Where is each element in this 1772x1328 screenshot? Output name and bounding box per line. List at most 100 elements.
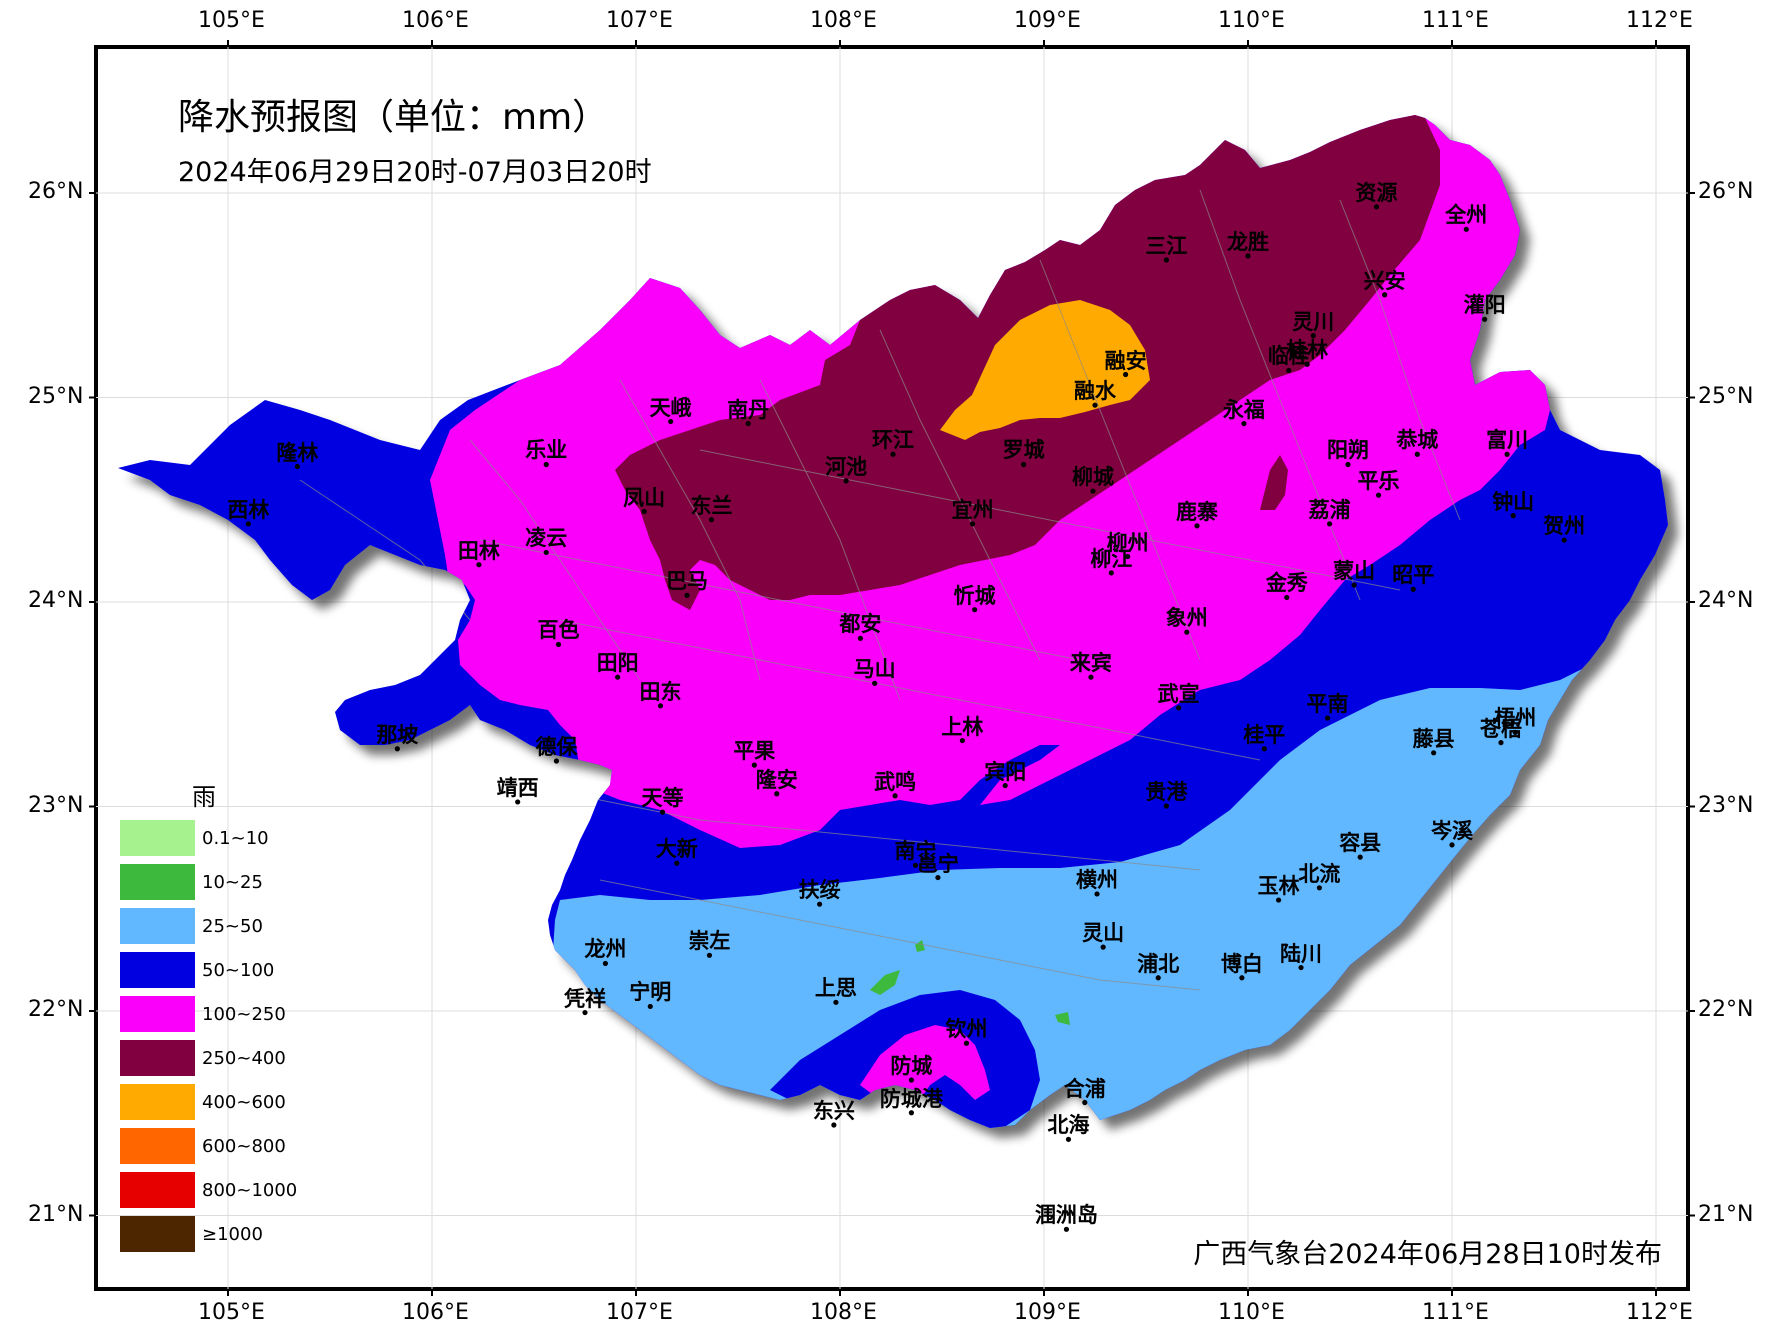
longitude-label: 107°E	[606, 1300, 673, 1325]
latitude-label: 24°N	[28, 588, 84, 613]
city-label: 南宁	[894, 839, 937, 864]
city-label: 崇左	[688, 929, 731, 954]
city-dot	[1194, 523, 1200, 529]
legend-swatch	[120, 952, 195, 988]
county-boundary	[559, 619, 1261, 761]
city-label: 昭平	[1392, 563, 1435, 588]
city-dot	[1002, 782, 1008, 789]
legend-label: 400~600	[202, 1092, 286, 1113]
city-label: 隆安	[755, 767, 798, 792]
city-dot	[1184, 629, 1190, 635]
city-label: 来宾	[1069, 651, 1112, 676]
city-label: 凤山	[623, 485, 666, 510]
city-dot	[1375, 492, 1382, 498]
county-boundaries	[299, 189, 1461, 991]
city-dot	[872, 680, 878, 686]
city-dot	[602, 960, 609, 967]
latitude-label: 26°N	[28, 179, 84, 204]
city-label: 上林	[941, 714, 984, 739]
longitude-label: 109°E	[1014, 8, 1081, 33]
city-label: 大新	[655, 837, 698, 862]
city-dot	[908, 1077, 915, 1083]
city-label: 金秀	[1265, 571, 1308, 596]
city-dot	[1512, 729, 1518, 735]
city-dot	[970, 521, 976, 527]
city-label: 西林	[227, 497, 270, 522]
city-dot	[1324, 715, 1331, 721]
legend-label: 100~250	[202, 1004, 286, 1025]
city-label: 防城	[890, 1054, 933, 1079]
city-dot	[857, 635, 864, 641]
legend-label: 250~400	[202, 1048, 286, 1069]
city-label: 兴安	[1363, 268, 1406, 293]
latitude-label: 23°N	[1698, 792, 1754, 818]
city-label: 阳朔	[1326, 438, 1369, 463]
city-label: 灵山	[1082, 921, 1125, 946]
city-dot	[1090, 488, 1096, 494]
city-dot	[1123, 371, 1129, 378]
longitude-label: 110°E	[1218, 1300, 1285, 1325]
city-dot	[294, 463, 300, 470]
longitude-label: 106°E	[402, 8, 469, 33]
city-dot	[1286, 367, 1292, 374]
county-boundary	[879, 329, 1041, 661]
city-label: 宜州	[951, 497, 994, 522]
county-boundary	[1039, 259, 1201, 661]
city-label: 天峨	[649, 395, 692, 420]
county-boundary	[599, 879, 1201, 991]
city-label: 龙州	[584, 937, 627, 962]
city-label: 融水	[1074, 379, 1116, 404]
city-label: 防城港	[879, 1086, 943, 1111]
city-dot	[1108, 570, 1114, 576]
city-label: 武鸣	[874, 769, 917, 794]
city-label: 天等	[641, 786, 684, 811]
city-dot	[751, 762, 757, 768]
city-label: 博白	[1220, 951, 1263, 976]
city-dot	[1021, 461, 1027, 468]
legend-label: ≥1000	[202, 1224, 263, 1245]
city-label: 荔浦	[1308, 497, 1351, 522]
city-label: 武宣	[1157, 681, 1200, 706]
city-dot	[684, 592, 690, 598]
city-label: 藤县	[1412, 726, 1455, 751]
city-label: 忻城	[953, 583, 996, 608]
legend-label: 600~800	[202, 1136, 286, 1157]
city-dot	[833, 999, 839, 1005]
city-label: 象州	[1165, 606, 1208, 631]
city-label: 钦州	[945, 1017, 988, 1042]
city-label: 富川	[1486, 428, 1529, 453]
city-dot	[1498, 740, 1504, 746]
city-label: 平果	[733, 739, 776, 764]
longitude-label: 105°E	[198, 1300, 265, 1325]
city-label: 邕宁	[916, 851, 959, 876]
city-dot	[972, 607, 978, 613]
city-dot	[245, 521, 251, 527]
longitude-label: 107°E	[606, 8, 673, 33]
city-label: 河池	[825, 454, 868, 479]
city-label: 田阳	[596, 651, 639, 676]
city-dot	[912, 862, 919, 868]
latitude-label: 22°N	[28, 997, 84, 1022]
city-label: 梧州	[1494, 706, 1537, 731]
city-label: 容县	[1339, 831, 1382, 856]
county-boundary	[619, 379, 761, 681]
city-label: 罗城	[1002, 438, 1045, 463]
city-dot	[745, 420, 751, 427]
city-label: 田林	[457, 538, 500, 563]
city-markers	[245, 204, 1567, 1232]
city-dot	[515, 799, 521, 805]
city-label: 宁明	[629, 980, 672, 1005]
latitude-label: 25°N	[1698, 383, 1754, 409]
city-dot	[1304, 361, 1310, 367]
longitude-label: 108°E	[810, 8, 877, 33]
city-label: 涠洲岛	[1034, 1203, 1098, 1228]
city-label: 桂平	[1243, 722, 1286, 747]
city-label: 三江	[1145, 233, 1188, 258]
legend-swatch	[120, 1128, 195, 1164]
city-dot	[647, 1003, 653, 1010]
city-label: 灌阳	[1463, 293, 1506, 318]
city-dot	[1298, 964, 1304, 971]
city-dot	[674, 860, 680, 866]
city-label: 临桂	[1267, 344, 1310, 369]
legend-label: 50~100	[202, 960, 275, 981]
